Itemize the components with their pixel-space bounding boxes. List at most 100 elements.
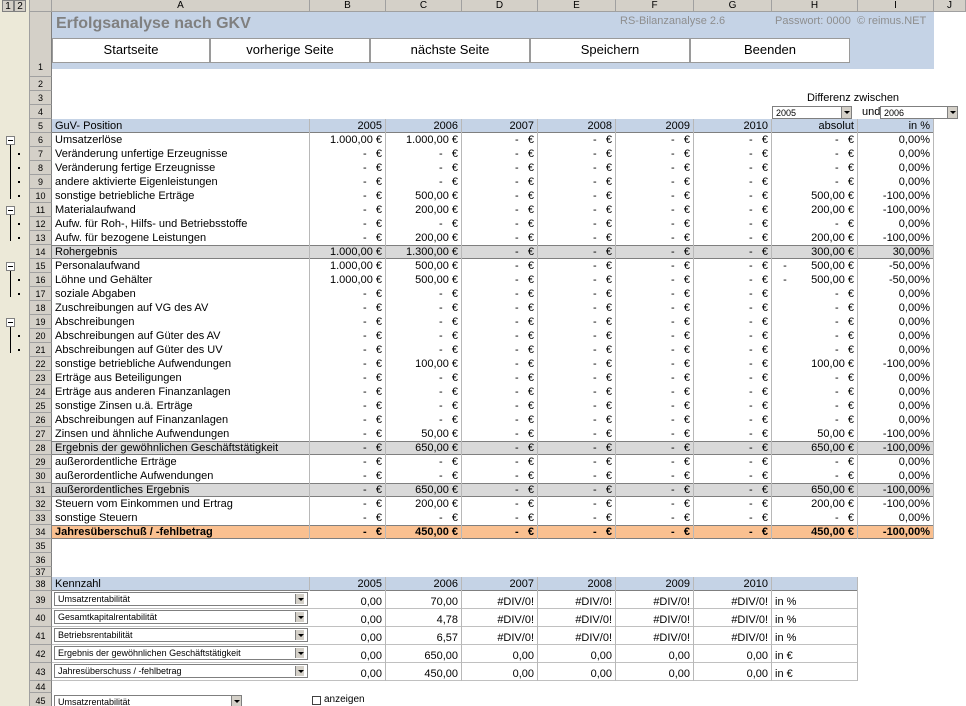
title: Erfolgsanalyse nach GKV xyxy=(56,15,251,32)
column-header: H xyxy=(772,0,858,12)
value-cell: - € xyxy=(538,497,616,511)
value-cell: - € xyxy=(616,329,694,343)
row-header: 17 xyxy=(30,287,52,301)
kennzahl-select[interactable]: Umsatzrentabilität xyxy=(54,592,308,606)
kennzahl-value: #DIV/0! xyxy=(538,609,616,627)
value-cell: - € xyxy=(616,385,694,399)
row-header: 14 xyxy=(30,245,52,259)
value-cell: 300,00 € xyxy=(772,245,858,259)
column-header: D xyxy=(462,0,538,12)
outline-collapse[interactable] xyxy=(6,262,15,271)
value-cell: - € xyxy=(772,287,858,301)
guv-header-bg xyxy=(52,119,934,133)
position-label: Löhne und Gehälter xyxy=(52,273,310,287)
guv-column-header: 2007 xyxy=(462,119,538,133)
kennzahl-value: 0,00 xyxy=(310,627,386,645)
select-value: 2006 xyxy=(884,108,905,118)
value-cell: - € xyxy=(694,371,772,385)
value-cell: 100,00 € xyxy=(386,357,462,371)
kennzahl-unit: in % xyxy=(772,591,858,609)
kennzahl-value: 0,00 xyxy=(616,663,694,681)
outline-level-button[interactable]: 1 xyxy=(2,0,14,12)
kennzahl-value: 0,00 xyxy=(310,609,386,627)
select-arrow xyxy=(841,107,851,118)
value-cell: - € xyxy=(538,301,616,315)
value-cell: 1.000,00 € xyxy=(310,245,386,259)
outline-collapse[interactable] xyxy=(6,206,15,215)
value-cell: -100,00% xyxy=(858,497,934,511)
kennzahl-column-header: 2008 xyxy=(538,577,616,591)
value-cell: 200,00 € xyxy=(772,203,858,217)
kennzahl-select[interactable]: Jahresüberschuss / -fehlbetrag xyxy=(54,664,308,678)
checkbox[interactable] xyxy=(312,696,321,705)
value-cell: -100,00% xyxy=(858,189,934,203)
value-cell: - € xyxy=(772,385,858,399)
value-cell: - € xyxy=(538,175,616,189)
select-value: Umsatzrentabilität xyxy=(58,697,131,706)
value-cell: -100,00% xyxy=(858,357,934,371)
value-cell: - € xyxy=(310,413,386,427)
value-cell: - € xyxy=(772,511,858,525)
value-cell: - € xyxy=(772,175,858,189)
value-cell: - € xyxy=(310,329,386,343)
value-cell: - € xyxy=(386,175,462,189)
value-cell: - € xyxy=(694,147,772,161)
value-cell: - € xyxy=(538,147,616,161)
value-cell: - € xyxy=(694,497,772,511)
value-cell: - € xyxy=(616,217,694,231)
kennzahl-select[interactable]: Gesamtkapitalrentabilität xyxy=(54,610,308,624)
outline-collapse[interactable] xyxy=(6,318,15,327)
value-cell: - € xyxy=(538,371,616,385)
value-cell: 30,00% xyxy=(858,245,934,259)
year-select[interactable]: 2005 xyxy=(772,106,852,119)
column-header-corner xyxy=(30,0,52,12)
value-cell: -100,00% xyxy=(858,427,934,441)
nav-button[interactable]: Beenden xyxy=(690,38,850,63)
value-cell: - € xyxy=(462,259,538,273)
select-arrow xyxy=(231,696,241,706)
value-cell: - € xyxy=(772,161,858,175)
minus xyxy=(8,266,13,267)
kennzahl-select[interactable]: Ergebnis der gewöhnlichen Geschäftstätig… xyxy=(54,646,308,660)
guv-column-header: 2005 xyxy=(310,119,386,133)
chart-select[interactable]: Umsatzrentabilität xyxy=(54,695,242,706)
value-cell: - € xyxy=(694,483,772,497)
value-cell: - € xyxy=(462,329,538,343)
value-cell: - € xyxy=(462,301,538,315)
row-header: 23 xyxy=(30,371,52,385)
kennzahl-value: 6,57 xyxy=(386,627,462,645)
kennzahl-value: 0,00 xyxy=(694,645,772,663)
value-cell: - € xyxy=(616,245,694,259)
kennzahl-select[interactable]: Betriebsrentabilität xyxy=(54,628,308,642)
value-cell: - € xyxy=(538,357,616,371)
position-label: Steuern vom Einkommen und Ertrag xyxy=(52,497,310,511)
value-cell: - € xyxy=(694,399,772,413)
row-header: 24 xyxy=(30,385,52,399)
kennzahl-header-bg xyxy=(52,577,858,591)
nav-button[interactable]: Startseite xyxy=(52,38,210,63)
kennzahl-value: 4,78 xyxy=(386,609,462,627)
value-cell: 0,00% xyxy=(858,329,934,343)
position-label: Abschreibungen xyxy=(52,315,310,329)
nav-button[interactable]: nächste Seite xyxy=(370,38,530,63)
row-highlight xyxy=(52,245,934,259)
value-cell: -50,00% xyxy=(858,273,934,287)
value-cell: 500,00 € xyxy=(386,259,462,273)
row-header: 6 xyxy=(30,133,52,147)
year-select[interactable]: 2006 xyxy=(880,106,958,119)
value-cell: 0,00% xyxy=(858,217,934,231)
value-cell: 500,00 € xyxy=(386,273,462,287)
row-header: 11 xyxy=(30,203,52,217)
outline-collapse[interactable] xyxy=(6,136,15,145)
column-header: I xyxy=(858,0,934,12)
outline-dot xyxy=(18,167,20,169)
position-label: Abschreibungen auf Güter des UV xyxy=(52,343,310,357)
nav-button[interactable]: Speichern xyxy=(530,38,690,63)
value-cell: - € xyxy=(772,413,858,427)
position-label: Veränderung unfertige Erzeugnisse xyxy=(52,147,310,161)
row-header: 39 xyxy=(30,591,52,609)
row-header: 7 xyxy=(30,147,52,161)
nav-button[interactable]: vorherige Seite xyxy=(210,38,370,63)
value-cell: - € xyxy=(616,399,694,413)
outline-level-button[interactable]: 2 xyxy=(14,0,26,12)
